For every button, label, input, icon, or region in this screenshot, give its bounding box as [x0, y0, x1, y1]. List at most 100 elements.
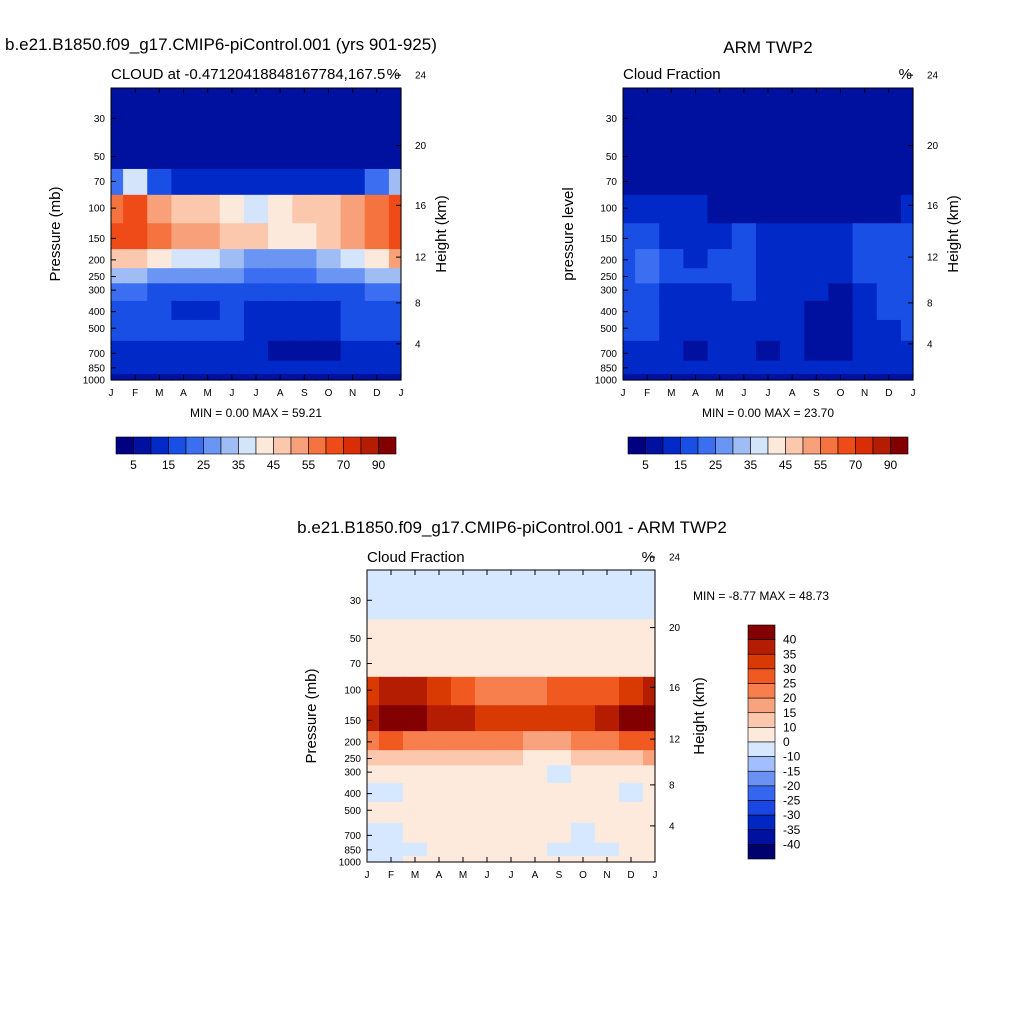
diff-y-tick-label: 500 — [344, 806, 361, 817]
obs-contour-cell — [707, 194, 733, 224]
diff-contour-cell — [643, 650, 656, 678]
obs-contour-cell — [876, 223, 902, 250]
model-contour-cell — [292, 283, 318, 302]
model-colorbar-box — [343, 436, 362, 455]
diff-contour-cell — [547, 801, 572, 824]
diff-contour-cell — [403, 650, 428, 678]
obs-contour-cell — [755, 283, 781, 302]
obs-contour-cell — [755, 223, 781, 250]
model-contour-cell — [111, 300, 124, 321]
obs-contour-cell — [828, 168, 854, 196]
obs-y-tick-label: 1000 — [595, 376, 618, 387]
model-contour-cell — [316, 168, 342, 196]
diff-y-tick-label: 200 — [344, 737, 361, 748]
obs-y-tick-label: 150 — [600, 234, 617, 245]
obs-plot-area: J F M A M J J A S O N D J 30 50 70 100 150 200 250 300 400 500… — [595, 71, 939, 399]
diff-contour-cell — [403, 765, 428, 784]
obs-contour-cell — [780, 88, 805, 138]
diff-contour-cell — [643, 619, 656, 652]
diff-colorbar-box — [747, 844, 776, 860]
diff-contour-cell — [367, 855, 380, 863]
model-contour-cell — [364, 360, 390, 375]
diff-x-tick-label: N — [603, 870, 610, 881]
diff-colorbar-label: -40 — [783, 837, 801, 851]
model-y2-tick-label: 24 — [415, 71, 427, 82]
diff-contour-cell — [451, 782, 476, 803]
obs-y-tick-label: 700 — [600, 349, 617, 360]
diff-colorbar-box — [747, 624, 776, 640]
diff-plot-area: J F M A M J J A S O N D J 30 50 70 100 150 200 250 300 400 500… — [339, 553, 681, 881]
diff-contour-cell — [451, 801, 476, 824]
obs-x-tick-label: D — [885, 388, 892, 399]
model-units-label: % — [387, 66, 400, 83]
model-contour-cell — [243, 249, 269, 269]
model-contour-cell — [340, 249, 366, 269]
diff-contour-cell — [367, 822, 380, 844]
model-y-tick-label: 250 — [88, 272, 105, 283]
model-colorbar-box — [255, 436, 274, 455]
obs-contour-cell — [828, 300, 854, 321]
diff-colorbar-label: -15 — [783, 764, 801, 778]
obs-contour-cell — [755, 268, 781, 284]
diff-contour-cell — [475, 650, 500, 678]
diff-y-axis-label: Pressure (mb) — [303, 668, 320, 763]
diff-contour-cell — [499, 822, 524, 844]
diff-contour-cell — [451, 619, 476, 652]
model-contour-cell — [111, 194, 124, 224]
model-colorbar-box — [378, 436, 397, 455]
obs-colorbar-box — [697, 436, 716, 455]
obs-y2-axis-label: Height (km) — [945, 195, 962, 273]
diff-contour-cell — [427, 801, 452, 824]
obs-contour-cell — [707, 223, 733, 250]
diff-colorbar-box — [747, 829, 776, 845]
diff-contour-cell — [367, 705, 380, 732]
model-contour-cell — [111, 373, 124, 381]
model-y-tick-label: 50 — [94, 152, 106, 163]
diff-y2-tick-label: 12 — [669, 735, 681, 746]
diff-contour-cell — [595, 650, 620, 678]
model-contour-cell — [388, 194, 402, 224]
obs-x-tick-label: A — [789, 388, 796, 399]
model-colorbar-box — [308, 436, 327, 455]
diff-contour-cell — [451, 650, 476, 678]
obs-colorbar-label: 70 — [849, 458, 863, 472]
model-contour-cell — [171, 268, 197, 284]
diff-contour-cell — [499, 782, 524, 803]
diff-y2-tick-label: 24 — [669, 553, 681, 564]
diff-contour-cell — [427, 750, 452, 766]
diff-contour-cell — [403, 705, 428, 732]
obs-contour-cell — [828, 340, 854, 362]
diff-contour-cell — [403, 822, 428, 844]
diff-contour-cell — [475, 731, 500, 751]
diff-contour-cell — [379, 801, 404, 824]
obs-contour-cell — [852, 300, 878, 321]
obs-contour-cell — [659, 223, 685, 250]
model-colorbar-box — [360, 436, 379, 455]
diff-contour-cell — [451, 705, 476, 732]
diff-contour-cell — [403, 570, 428, 620]
obs-colorbar: 5 15 25 35 45 55 70 90 — [627, 436, 909, 472]
model-contour-cell — [195, 300, 221, 321]
obs-colorbar-box — [627, 436, 646, 455]
diff-contour-cell — [379, 842, 404, 857]
diff-contour-cell — [619, 676, 644, 706]
obs-y2-tick-label: 16 — [927, 201, 939, 212]
diff-contour-cell — [571, 676, 596, 706]
model-x-tick-label: J — [229, 388, 234, 399]
diff-colorbar-label: 40 — [783, 633, 797, 647]
obs-y2-tick-label: 24 — [927, 71, 939, 82]
diff-contour-cell — [367, 619, 380, 652]
obs-y-tick-label: 500 — [600, 324, 617, 335]
diff-contour-cell — [547, 822, 572, 844]
obs-contour-cell — [635, 283, 660, 302]
obs-contour-cell — [780, 300, 805, 321]
obs-contour-cell — [876, 194, 902, 224]
model-panel: b.e21.B1850.f09_g17.CMIP6-piControl.001 … — [5, 35, 450, 472]
model-contour-cell — [147, 137, 173, 170]
diff-y2-tick-label: 16 — [669, 683, 681, 694]
model-colorbar-box — [325, 436, 344, 455]
model-contour-cell — [195, 223, 221, 250]
obs-contour-cell — [707, 168, 733, 196]
diff-colorbar-box — [747, 683, 776, 699]
